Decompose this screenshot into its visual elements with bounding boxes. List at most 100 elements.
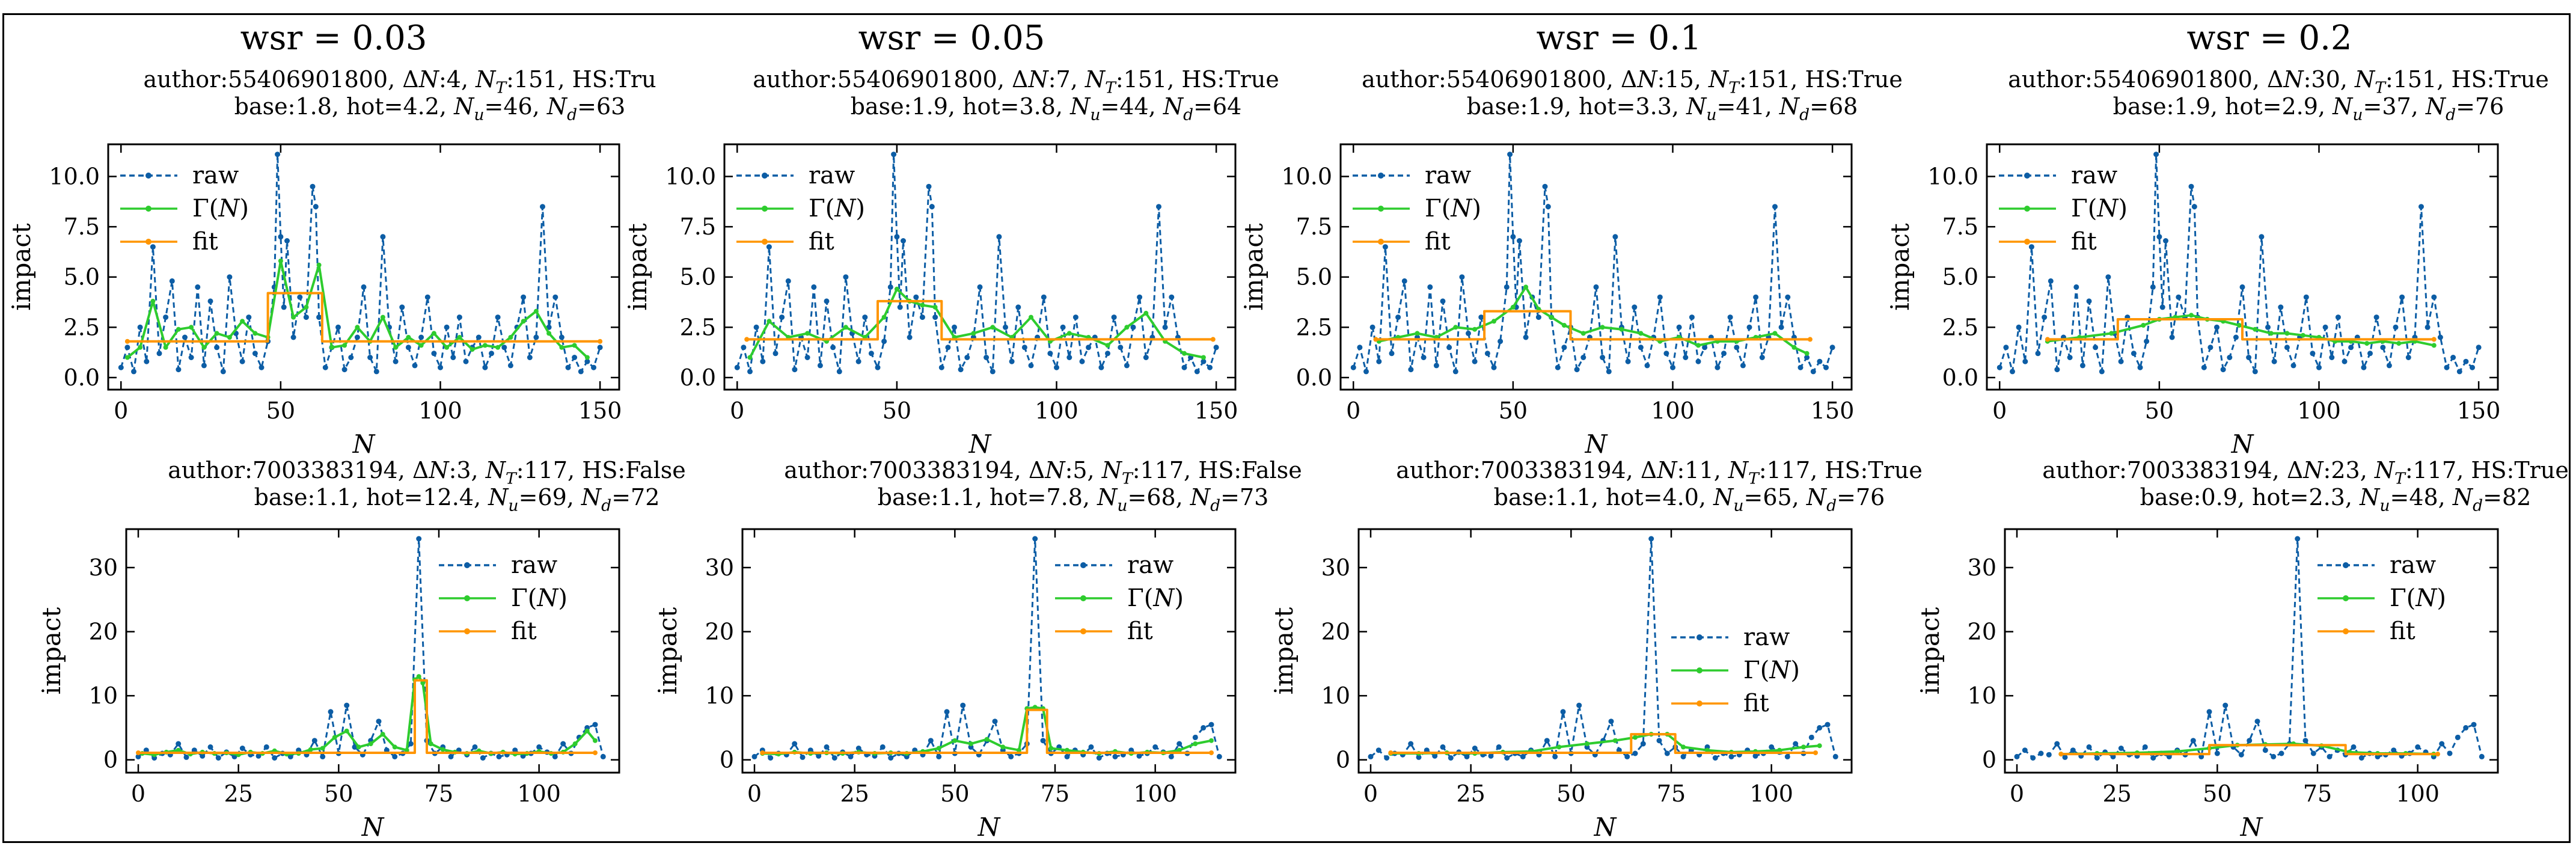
- data-point: [1705, 747, 1710, 753]
- data-point: [1032, 705, 1038, 710]
- data-point: [592, 722, 598, 728]
- data-point: [1496, 744, 1502, 750]
- data-point: [1580, 355, 1586, 360]
- data-point: [1182, 351, 1187, 356]
- data-point: [1807, 337, 1813, 342]
- data-point: [2206, 709, 2212, 715]
- data-point: [291, 314, 296, 320]
- data-point: [824, 298, 830, 304]
- data-point: [572, 741, 578, 746]
- legend-marker: [1696, 634, 1703, 640]
- data-point: [848, 753, 854, 759]
- y-tick-label: 10: [89, 682, 118, 709]
- data-point: [2233, 334, 2239, 340]
- data-point: [2252, 369, 2258, 375]
- data-point: [897, 304, 903, 310]
- panel-title-line: author:7003383194, ΔN:23, NT​:117, HS:Tr…: [2042, 457, 2569, 488]
- x-tick-label: 50: [324, 780, 353, 807]
- data-point: [881, 314, 887, 320]
- y-tick-label: 7.5: [680, 213, 716, 240]
- y-tick-label: 10.0: [49, 164, 100, 190]
- data-point: [1664, 750, 1670, 756]
- data-point: [2361, 364, 2367, 370]
- data-point: [772, 351, 779, 357]
- legend-marker: [2343, 628, 2349, 634]
- data-point: [2431, 294, 2437, 300]
- series-line-fit: [127, 292, 601, 343]
- plot-area: [1368, 536, 1838, 761]
- data-point: [1600, 325, 1605, 330]
- data-point: [2198, 753, 2204, 759]
- data-point: [2425, 324, 2431, 330]
- legend-label: raw: [1127, 551, 1173, 579]
- data-point: [1689, 314, 1695, 320]
- data-point: [150, 244, 156, 250]
- data-point: [760, 750, 765, 755]
- data-point: [2030, 755, 2036, 761]
- data-point: [308, 747, 313, 752]
- data-point: [894, 234, 900, 240]
- data-point: [1593, 284, 1599, 290]
- data-point: [964, 355, 970, 360]
- data-point: [926, 183, 932, 189]
- legend-marker: [464, 595, 470, 601]
- data-point: [2295, 536, 2301, 542]
- data-point: [489, 351, 494, 357]
- axes-frame: [1357, 528, 1853, 774]
- data-point: [868, 351, 874, 357]
- data-point: [2335, 314, 2341, 320]
- data-point: [2265, 324, 2271, 330]
- data-point: [431, 331, 436, 336]
- data-point: [1491, 319, 1496, 324]
- data-point: [1395, 314, 1401, 320]
- y-tick-label: 20: [89, 619, 118, 645]
- data-point: [2239, 284, 2245, 290]
- data-point: [747, 369, 753, 375]
- data-point: [1804, 351, 1810, 356]
- legend-label: raw: [1743, 624, 1790, 651]
- data-point: [2201, 364, 2207, 370]
- data-point: [2046, 752, 2052, 758]
- data-point: [2163, 238, 2168, 244]
- series-line-fit: [1390, 733, 1816, 754]
- data-point: [2246, 355, 2252, 360]
- data-point: [2188, 183, 2194, 189]
- data-point: [952, 738, 958, 743]
- data-point: [1143, 355, 1149, 360]
- x-axis-label: N: [361, 812, 385, 842]
- data-point: [182, 334, 188, 340]
- data-point: [1606, 369, 1612, 375]
- x-tick-label: 25: [1456, 780, 1485, 807]
- data-point: [2463, 725, 2469, 731]
- data-point: [2418, 204, 2424, 210]
- data-point: [1535, 314, 1541, 320]
- data-point: [2094, 755, 2100, 761]
- series-line-fit: [2061, 744, 2438, 756]
- data-point: [2156, 234, 2162, 240]
- data-point: [1656, 738, 1662, 744]
- legend-marker: [2024, 206, 2030, 212]
- data-point: [215, 755, 221, 761]
- data-point: [2169, 334, 2175, 340]
- data-point: [747, 355, 753, 360]
- data-point: [412, 363, 418, 369]
- axes-frame: [107, 143, 620, 391]
- data-point: [894, 286, 899, 292]
- data-point: [2303, 294, 2309, 300]
- data-point: [1542, 183, 1548, 189]
- data-point: [189, 325, 194, 330]
- data-point: [393, 358, 399, 364]
- data-point: [2316, 364, 2322, 370]
- data-point: [2035, 351, 2041, 357]
- legend-marker: [1378, 239, 1384, 245]
- data-point: [1517, 238, 1522, 244]
- data-point: [2223, 702, 2229, 708]
- data-point: [1612, 234, 1618, 240]
- panel-title-line: author:55406901800, ΔN:7, NT​:151, HS:Tr…: [753, 66, 1279, 97]
- data-point: [290, 334, 296, 340]
- legend-marker: [1696, 667, 1703, 673]
- figure-border: [2, 13, 2571, 843]
- data-point: [2444, 364, 2450, 370]
- x-tick-label: 150: [1195, 397, 1238, 424]
- panel-7: author:7003383194, ΔN:11, NT​:117, HS:Tr…: [1269, 457, 1923, 842]
